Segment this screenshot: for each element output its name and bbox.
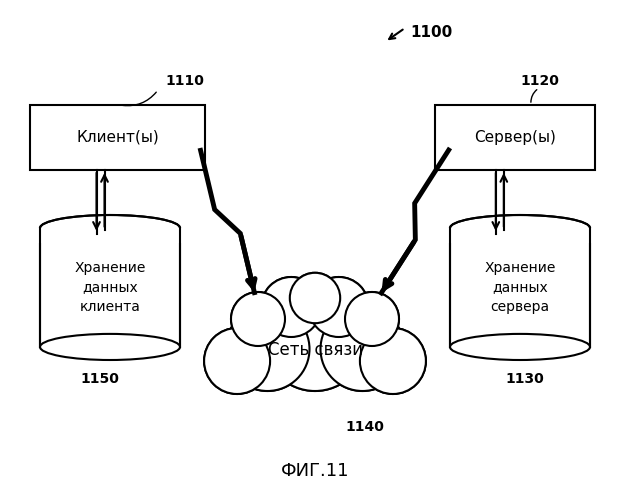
Circle shape <box>309 277 369 337</box>
Text: ФИГ.11: ФИГ.11 <box>281 462 349 480</box>
Circle shape <box>264 289 366 391</box>
Ellipse shape <box>450 334 590 360</box>
Circle shape <box>321 307 404 391</box>
Circle shape <box>290 273 340 323</box>
Circle shape <box>264 289 366 391</box>
Polygon shape <box>40 228 180 347</box>
Circle shape <box>204 328 270 394</box>
Circle shape <box>226 307 309 391</box>
Text: 1150: 1150 <box>81 372 120 386</box>
Circle shape <box>360 328 426 394</box>
Text: Хранение
данных
сервера: Хранение данных сервера <box>484 261 556 314</box>
Text: Клиент(ы): Клиент(ы) <box>76 130 159 145</box>
Circle shape <box>321 307 404 391</box>
Bar <box>30 105 205 170</box>
Ellipse shape <box>40 334 180 360</box>
Circle shape <box>345 292 399 346</box>
Circle shape <box>204 328 270 394</box>
Circle shape <box>264 289 366 391</box>
Circle shape <box>345 292 399 346</box>
Circle shape <box>261 277 321 337</box>
Circle shape <box>360 328 426 394</box>
Circle shape <box>321 307 404 391</box>
Circle shape <box>226 307 309 391</box>
Polygon shape <box>450 228 590 347</box>
Polygon shape <box>448 228 592 243</box>
Circle shape <box>231 292 285 346</box>
Polygon shape <box>38 228 182 243</box>
Circle shape <box>309 277 369 337</box>
Circle shape <box>231 292 285 346</box>
Circle shape <box>345 292 399 346</box>
Text: Сеть связи: Сеть связи <box>268 341 362 359</box>
Ellipse shape <box>450 215 590 241</box>
Text: 1140: 1140 <box>345 420 384 434</box>
Circle shape <box>309 277 369 337</box>
Bar <box>435 105 595 170</box>
Text: 1100: 1100 <box>410 25 452 40</box>
Text: 1130: 1130 <box>506 372 544 386</box>
Circle shape <box>261 277 321 337</box>
Text: Хранение
данных
клиента: Хранение данных клиента <box>74 261 146 314</box>
Text: 1120: 1120 <box>520 74 559 88</box>
Circle shape <box>261 277 321 337</box>
Circle shape <box>360 328 426 394</box>
Circle shape <box>226 307 309 391</box>
Ellipse shape <box>40 215 180 241</box>
Circle shape <box>290 273 340 323</box>
Circle shape <box>204 328 270 394</box>
Text: 1110: 1110 <box>165 74 204 88</box>
Circle shape <box>231 292 285 346</box>
Circle shape <box>290 273 340 323</box>
Text: Сервер(ы): Сервер(ы) <box>474 130 556 145</box>
